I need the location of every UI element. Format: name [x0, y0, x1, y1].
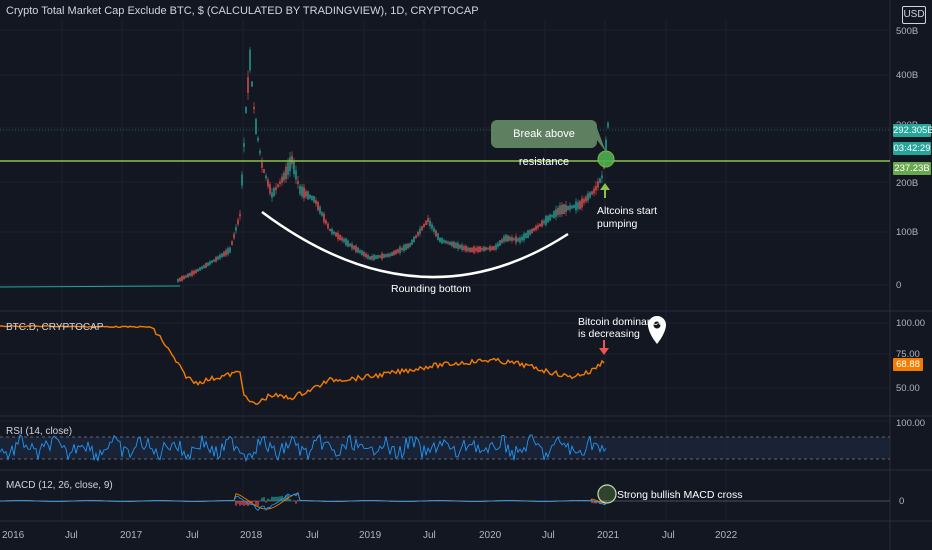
rounding-bottom-note[interactable]: Rounding bottom [391, 283, 471, 295]
countdown-tag: 03:42:29 [893, 142, 931, 155]
btcd-pane-label: BTC.D, CRYPTOCAP [6, 322, 104, 333]
time-axis-label: 2021 [597, 530, 620, 541]
time-axis-label: Jul [423, 530, 436, 541]
btc-dominance-line [0, 324, 605, 405]
btcd-last-value-tag: 68.88 [893, 358, 923, 371]
time-axis-label: Jul [542, 530, 555, 541]
price-candles [0, 47, 609, 288]
arrow-up-icon [600, 183, 610, 198]
rsi-pane-label: RSI (14, close) [6, 426, 73, 437]
breakout-marker[interactable] [597, 150, 615, 168]
altcoins-note-line1[interactable]: Altcoins start [597, 205, 658, 217]
break-resistance-callout[interactable]: Break above resistance [491, 120, 597, 168]
rsi-line [0, 434, 607, 463]
time-axis-label: 2017 [120, 530, 143, 541]
time-axis-label: 2016 [2, 530, 25, 541]
y-axis-label: 0 [896, 280, 902, 291]
macd-cross-fill [598, 485, 616, 503]
y-axis-label: 100B [896, 227, 919, 238]
btcd-note-line1[interactable]: Bitcoin dominance [578, 316, 664, 328]
btcd-axis-label: 100.00 [896, 318, 926, 329]
y-axis-label: 400B [896, 70, 919, 81]
rounding-bottom-arc[interactable] [261, 210, 569, 279]
time-axis-label: Jul [306, 530, 319, 541]
altcoins-note-line2[interactable]: pumping [597, 218, 638, 230]
callout-pointer [597, 128, 606, 152]
currency-button[interactable]: USD [902, 6, 926, 24]
time-axis-label: 2020 [479, 530, 502, 541]
btcd-axis-label: 50.00 [896, 383, 920, 394]
arrow-down-icon [599, 340, 609, 355]
time-axis-label: 2018 [240, 530, 263, 541]
macd-cross-marker[interactable] [597, 484, 617, 504]
time-axis-label: Jul [662, 530, 675, 541]
map-pin-icon[interactable] [648, 316, 666, 344]
macd-pane-label: MACD (12, 26, close, 9) [6, 480, 113, 491]
btcd-note-line2[interactable]: is decreasing [578, 328, 640, 340]
macd-lines [0, 491, 607, 511]
y-axis-label: 200B [896, 178, 919, 189]
macd-axis-label: 0 [899, 496, 905, 507]
y-axis-label: 500B [896, 26, 919, 37]
macd-note[interactable]: Strong bullish MACD cross [617, 489, 743, 501]
time-axis-label: Jul [65, 530, 78, 541]
time-axis-label: 2019 [359, 530, 382, 541]
time-axis-label: Jul [186, 530, 199, 541]
rsi-band [0, 437, 890, 459]
resistance-price-tag: 237.23B [893, 162, 931, 175]
btcd-axis-label: 75.00 [896, 349, 920, 360]
rsi-axis-label: 100.00 [896, 418, 926, 429]
time-axis-label: 2022 [715, 530, 738, 541]
last-price-tag: 292.305B [893, 124, 932, 137]
chart-title: Crypto Total Market Cap Exclude BTC, $ (… [6, 5, 479, 17]
